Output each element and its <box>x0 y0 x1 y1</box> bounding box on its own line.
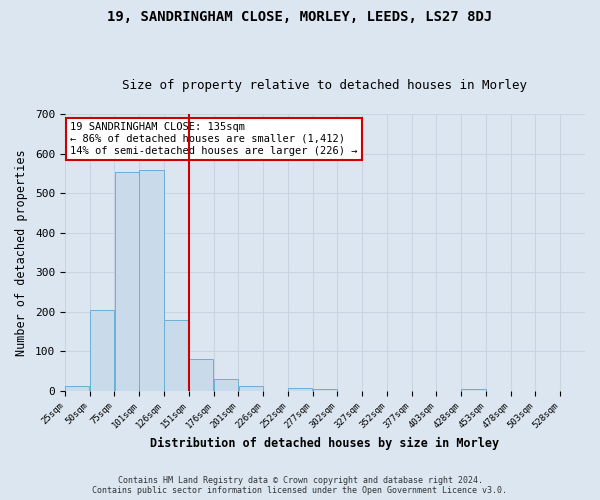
Y-axis label: Number of detached properties: Number of detached properties <box>15 149 28 356</box>
Bar <box>65 386 89 391</box>
Text: 19, SANDRINGHAM CLOSE, MORLEY, LEEDS, LS27 8DJ: 19, SANDRINGHAM CLOSE, MORLEY, LEEDS, LS… <box>107 10 493 24</box>
X-axis label: Distribution of detached houses by size in Morley: Distribution of detached houses by size … <box>151 437 500 450</box>
Bar <box>90 310 114 391</box>
Bar <box>214 379 238 391</box>
Bar <box>115 172 139 391</box>
Bar <box>189 360 213 391</box>
Bar <box>164 320 188 391</box>
Text: Contains HM Land Registry data © Crown copyright and database right 2024.
Contai: Contains HM Land Registry data © Crown c… <box>92 476 508 495</box>
Bar <box>288 388 313 391</box>
Bar <box>313 388 337 391</box>
Text: 19 SANDRINGHAM CLOSE: 135sqm
← 86% of detached houses are smaller (1,412)
14% of: 19 SANDRINGHAM CLOSE: 135sqm ← 86% of de… <box>70 122 358 156</box>
Bar <box>139 170 164 391</box>
Title: Size of property relative to detached houses in Morley: Size of property relative to detached ho… <box>122 79 527 92</box>
Bar <box>461 389 485 391</box>
Bar <box>239 386 263 391</box>
